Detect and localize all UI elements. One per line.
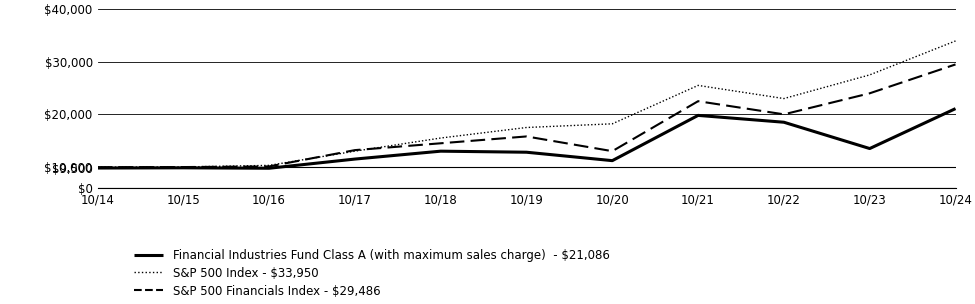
S&P 500 Index - $33,950 — [349, 149, 361, 153]
S&P 500 Index - $33,950 — [177, 165, 189, 169]
S&P 500 Index - $33,950 — [606, 122, 618, 126]
Financial Industries Fund Class A (with maximum sales charge)  - $21,086 — [349, 157, 361, 161]
Legend: Financial Industries Fund Class A (with maximum sales charge)  - $21,086, S&P 50: Financial Industries Fund Class A (with … — [129, 245, 614, 302]
S&P 500 Financials Index - $29,486 — [521, 135, 532, 138]
S&P 500 Financials Index - $29,486 — [92, 165, 103, 169]
Financial Industries Fund Class A (with maximum sales charge)  - $21,086 — [263, 166, 275, 170]
S&P 500 Index - $33,950 — [864, 73, 876, 77]
Line: S&P 500 Financials Index - $29,486: S&P 500 Financials Index - $29,486 — [98, 64, 956, 167]
S&P 500 Financials Index - $29,486 — [435, 141, 447, 145]
S&P 500 Index - $33,950 — [950, 39, 961, 43]
S&P 500 Financials Index - $29,486 — [692, 99, 704, 103]
Financial Industries Fund Class A (with maximum sales charge)  - $21,086 — [692, 114, 704, 117]
Line: Financial Industries Fund Class A (with maximum sales charge)  - $21,086: Financial Industries Fund Class A (with … — [98, 109, 956, 168]
S&P 500 Financials Index - $29,486 — [349, 148, 361, 152]
Line: S&P 500 Index - $33,950: S&P 500 Index - $33,950 — [98, 41, 956, 167]
S&P 500 Financials Index - $29,486 — [950, 63, 961, 66]
Financial Industries Fund Class A (with maximum sales charge)  - $21,086 — [92, 166, 103, 170]
S&P 500 Index - $33,950 — [778, 97, 790, 100]
S&P 500 Index - $33,950 — [92, 165, 103, 169]
Financial Industries Fund Class A (with maximum sales charge)  - $21,086 — [606, 159, 618, 162]
Financial Industries Fund Class A (with maximum sales charge)  - $21,086 — [778, 120, 790, 124]
S&P 500 Index - $33,950 — [263, 164, 275, 167]
Financial Industries Fund Class A (with maximum sales charge)  - $21,086 — [864, 147, 876, 150]
S&P 500 Financials Index - $29,486 — [778, 112, 790, 116]
S&P 500 Financials Index - $29,486 — [864, 92, 876, 95]
Financial Industries Fund Class A (with maximum sales charge)  - $21,086 — [435, 149, 447, 153]
Financial Industries Fund Class A (with maximum sales charge)  - $21,086 — [521, 150, 532, 154]
Financial Industries Fund Class A (with maximum sales charge)  - $21,086 — [950, 107, 961, 110]
S&P 500 Financials Index - $29,486 — [263, 164, 275, 168]
S&P 500 Financials Index - $29,486 — [606, 149, 618, 153]
Financial Industries Fund Class A (with maximum sales charge)  - $21,086 — [177, 166, 189, 170]
S&P 500 Index - $33,950 — [692, 84, 704, 87]
S&P 500 Index - $33,950 — [435, 136, 447, 140]
S&P 500 Financials Index - $29,486 — [177, 165, 189, 169]
S&P 500 Index - $33,950 — [521, 126, 532, 129]
